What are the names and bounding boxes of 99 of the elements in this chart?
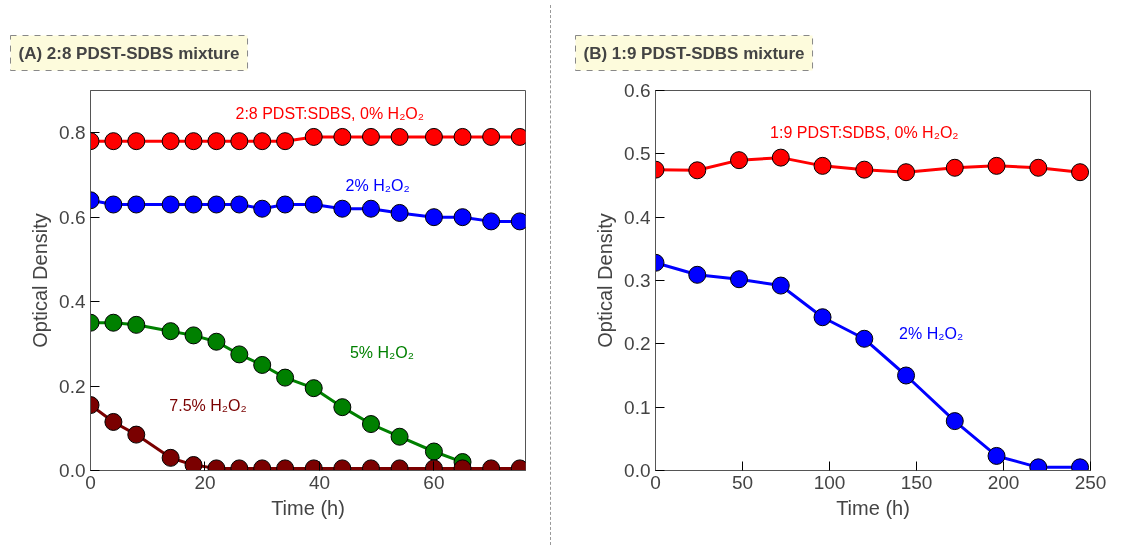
- point: [276, 195, 295, 214]
- x-tick-label: 50: [731, 471, 754, 493]
- point: [482, 127, 501, 146]
- x-tick-label: 0: [650, 471, 661, 493]
- y-axis-title: Optical Density: [29, 213, 52, 348]
- point: [945, 158, 964, 177]
- y-tick-label: 0.3: [624, 270, 651, 291]
- y-axis-title: Optical Density: [594, 213, 617, 348]
- point: [253, 132, 272, 151]
- x-tick-label: 250: [1074, 471, 1107, 493]
- series-label: 2:8 PDST:SDBS, 0% H₂O₂: [235, 104, 424, 122]
- point: [104, 195, 123, 214]
- point: [230, 195, 249, 214]
- point: [207, 132, 226, 151]
- point: [184, 326, 203, 345]
- x-tick-label: 0: [85, 471, 96, 493]
- point: [855, 329, 874, 348]
- point: [453, 127, 472, 146]
- point: [161, 448, 180, 467]
- point: [161, 322, 180, 341]
- point: [855, 160, 874, 179]
- point: [945, 412, 964, 431]
- y-tick-label: 0.0: [59, 460, 86, 481]
- point: [987, 446, 1006, 465]
- point: [361, 415, 380, 434]
- point: [424, 442, 443, 461]
- point: [771, 276, 790, 295]
- y-tick-label: 0.5: [624, 143, 651, 165]
- x-axis-title: Time (h): [271, 496, 345, 519]
- point: [161, 132, 180, 151]
- series-label: 2% H₂O₂: [899, 325, 964, 343]
- point: [1029, 158, 1048, 177]
- x-tick-label: 100: [813, 471, 846, 493]
- point: [127, 315, 146, 334]
- point: [276, 368, 295, 387]
- point: [1071, 163, 1090, 182]
- point: [390, 427, 409, 446]
- point: [987, 156, 1006, 175]
- point: [688, 265, 707, 284]
- point: [730, 270, 749, 289]
- y-tick-label: 0.2: [59, 375, 86, 397]
- point: [390, 203, 409, 222]
- point: [688, 161, 707, 180]
- chart-title: (A) 2:8 PDST-SDBS mixture: [18, 43, 240, 63]
- series-label: 7.5% H₂O₂: [169, 397, 247, 415]
- y-tick-label: 0.4: [624, 206, 651, 228]
- point: [304, 379, 323, 398]
- point: [482, 212, 501, 231]
- point: [104, 132, 123, 151]
- point: [104, 412, 123, 431]
- point: [230, 345, 249, 364]
- x-tick-label: 60: [423, 471, 445, 493]
- point: [897, 366, 916, 385]
- point: [730, 151, 749, 170]
- point: [304, 127, 323, 146]
- point: [184, 195, 203, 214]
- point: [276, 132, 295, 151]
- x-tick-label: 150: [900, 471, 933, 493]
- x-tick-label: 20: [194, 471, 216, 493]
- point: [333, 127, 352, 146]
- point: [253, 355, 272, 374]
- point: [104, 313, 123, 332]
- y-tick-label: 0.0: [624, 460, 651, 481]
- y-tick-label: 0.6: [624, 80, 651, 101]
- series-label: 1:9 PDST:SDBS, 0% H₂O₂: [770, 123, 959, 141]
- point: [813, 308, 832, 327]
- point: [361, 199, 380, 218]
- y-tick-label: 0.2: [624, 333, 651, 355]
- x-axis-title: Time (h): [836, 496, 910, 519]
- point: [771, 148, 790, 167]
- text: 5% H₂O₂: [349, 344, 414, 362]
- point: [184, 456, 203, 471]
- point: [424, 127, 443, 146]
- series-label: 2% H₂O₂: [345, 177, 410, 194]
- point: [813, 156, 832, 175]
- point: [333, 199, 352, 218]
- x-tick-label: 200: [987, 471, 1020, 493]
- point: [453, 208, 472, 227]
- point: [253, 199, 272, 218]
- point: [390, 127, 409, 146]
- point: [361, 127, 380, 146]
- point: [333, 398, 352, 417]
- point: [897, 163, 916, 182]
- y-tick-label: 0.6: [59, 206, 86, 228]
- point: [127, 425, 146, 444]
- point: [304, 195, 323, 214]
- y-tick-label: 0.1: [624, 396, 651, 418]
- y-tick-label: 0.8: [59, 122, 86, 144]
- point: [161, 195, 180, 214]
- x-tick-label: 40: [308, 471, 331, 493]
- point: [184, 132, 203, 151]
- point: [127, 195, 146, 214]
- point: [207, 332, 226, 351]
- point: [207, 195, 226, 214]
- point: [127, 132, 146, 151]
- chart-title: (B) 1:9 PDST-SDBS mixture: [583, 43, 805, 63]
- y-tick-label: 0.4: [59, 291, 86, 313]
- point: [424, 208, 443, 227]
- point: [230, 132, 249, 151]
